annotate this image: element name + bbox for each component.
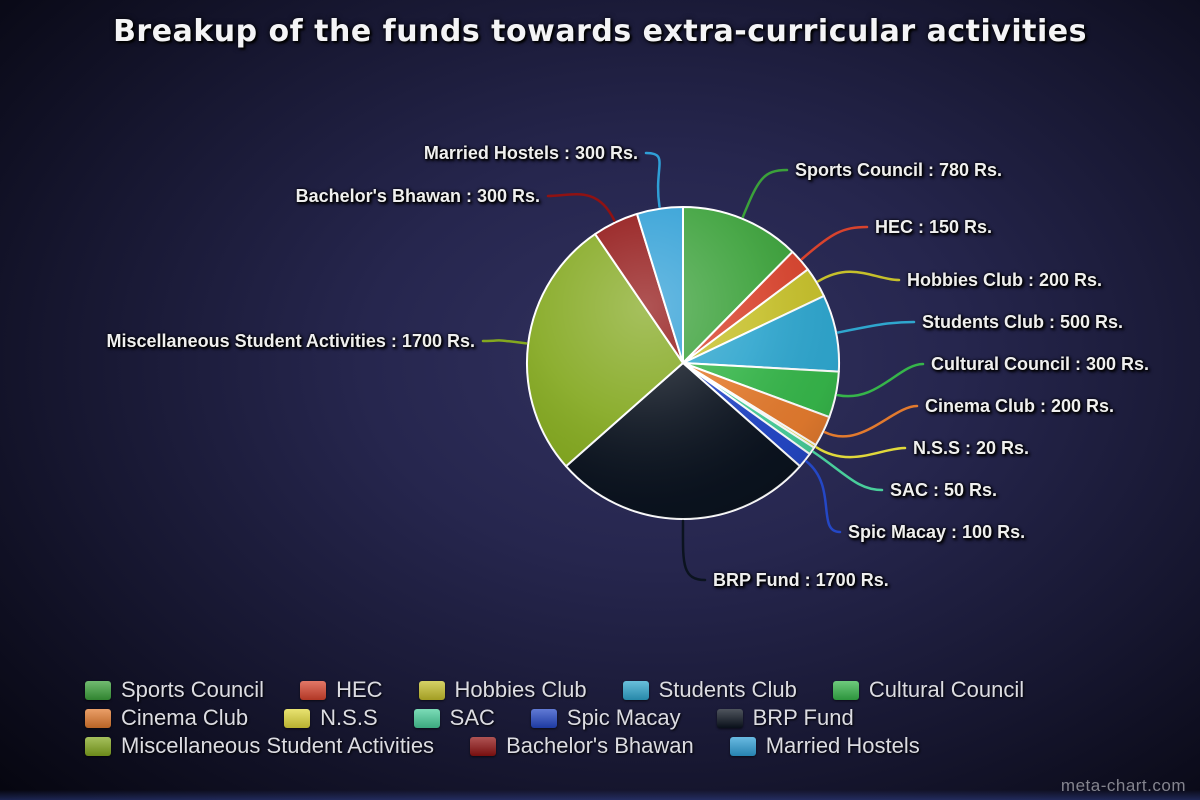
legend-label: Cultural Council — [868, 677, 1025, 702]
callout-label-bachelor-s-bhawan: Bachelor's Bhawan : 300 Rs. — [295, 186, 540, 206]
callout-line-brp-fund — [681, 519, 707, 582]
legend-label: N.S.S — [320, 705, 378, 730]
legend-label: Bachelor's Bhawan — [506, 733, 694, 758]
legend-swatch-cultural-council — [832, 680, 859, 700]
legend-item-n-s-s: N.S.S — [284, 705, 378, 731]
legend-label: Spic Macay — [566, 705, 681, 730]
legend-label: SAC — [449, 705, 495, 730]
callout-label-married-hostels: Married Hostels : 300 Rs. — [423, 143, 638, 163]
callout-line-miscellaneous-student-activities — [481, 339, 528, 345]
legend-item-brp-fund: BRP Fund — [716, 705, 854, 731]
legend-swatch-bachelor-s-bhawan — [470, 736, 497, 756]
callout-line-sports-council — [741, 168, 789, 219]
legend-item-hobbies-club: Hobbies Club — [418, 677, 587, 703]
callout-line-sac — [812, 450, 884, 492]
chart-title: Breakup of the funds towards extra-curri… — [113, 14, 1087, 49]
callout-line-married-hostels — [644, 151, 661, 209]
callout-label-hec: HEC : 150 Rs. — [875, 217, 993, 237]
legend-label: Students Club — [658, 677, 797, 702]
legend-swatch-n-s-s — [284, 708, 311, 728]
callout-line-students-club — [836, 320, 916, 334]
legend-row: Cinema Club N.S.S SAC Spic Macay BRP Fund — [85, 704, 1155, 732]
legend-label: Hobbies Club — [454, 677, 587, 702]
callout-label-hobbies-club: Hobbies Club : 200 Rs. — [907, 270, 1103, 290]
callout-line-hec — [800, 225, 869, 261]
callout-label-cinema-club: Cinema Club : 200 Rs. — [925, 396, 1115, 416]
callout-label-spic-macay: Spic Macay : 100 Rs. — [848, 522, 1026, 542]
callout-label-sports-council: Sports Council : 780 Rs. — [795, 160, 1003, 180]
callout-line-n-s-s — [815, 446, 907, 459]
legend-label: HEC — [336, 677, 383, 702]
legend-item-hec: HEC — [300, 677, 383, 703]
legend-swatch-hec — [300, 680, 327, 700]
legend-swatch-students-club — [622, 680, 649, 700]
legend-swatch-miscellaneous-student-activities — [85, 736, 111, 756]
legend: Sports Council HEC Hobbies Club Students Cl… — [85, 676, 1155, 760]
callout-label-miscellaneous-student-activities: Miscellaneous Student Activities : 1700 … — [106, 331, 475, 351]
callout-line-cultural-council — [836, 362, 925, 398]
pie-slices — [525, 205, 841, 521]
legend-label: BRP Fund — [752, 705, 854, 730]
legend-label: Married Hostels — [765, 733, 920, 758]
legend-swatch-cinema-club — [85, 708, 111, 728]
callout-line-cinema-club — [823, 404, 919, 438]
legend-item-sac: SAC — [413, 705, 495, 731]
legend-swatch-hobbies-club — [418, 680, 445, 700]
watermark: meta-chart.com — [1060, 776, 1186, 795]
callout-line-bachelor-s-bhawan — [546, 193, 616, 222]
legend-swatch-spic-macay — [530, 708, 557, 728]
legend-item-sports-council: Sports Council — [85, 677, 264, 703]
legend-label: Miscellaneous Student Activities — [121, 733, 435, 758]
legend-item-spic-macay: Spic Macay — [530, 705, 681, 731]
callout-label-sac: SAC : 50 Rs. — [890, 480, 998, 500]
legend-item-cinema-club: Cinema Club — [85, 705, 248, 731]
legend-swatch-sports-council — [85, 680, 111, 700]
legend-row: Sports Council HEC Hobbies Club Students Cl… — [85, 676, 1155, 704]
callout-label-cultural-council: Cultural Council : 300 Rs. — [931, 354, 1150, 374]
legend-swatch-brp-fund — [716, 708, 743, 728]
legend-swatch-married-hostels — [729, 736, 756, 756]
legend-swatch-sac — [413, 708, 440, 728]
callout-line-spic-macay — [805, 460, 842, 534]
callout-lines — [481, 151, 925, 582]
legend-item-miscellaneous-student-activities: Miscellaneous Student Activities — [85, 733, 434, 759]
legend-item-bachelor-s-bhawan: Bachelor's Bhawan — [470, 733, 694, 759]
callout-label-n-s-s: N.S.S : 20 Rs. — [913, 438, 1030, 458]
legend-label: Cinema Club — [121, 705, 249, 730]
legend-item-students-club: Students Club — [622, 677, 797, 703]
callout-label-students-club: Students Club : 500 Rs. — [922, 312, 1124, 332]
callout-label-brp-fund: BRP Fund : 1700 Rs. — [713, 570, 889, 590]
legend-label: Sports Council — [121, 677, 265, 702]
legend-item-married-hostels: Married Hostels — [729, 733, 920, 759]
legend-row: Miscellaneous Student Activities Bachelor… — [85, 732, 1155, 760]
callout-line-hobbies-club — [816, 270, 901, 283]
legend-item-cultural-council: Cultural Council — [832, 677, 1025, 703]
